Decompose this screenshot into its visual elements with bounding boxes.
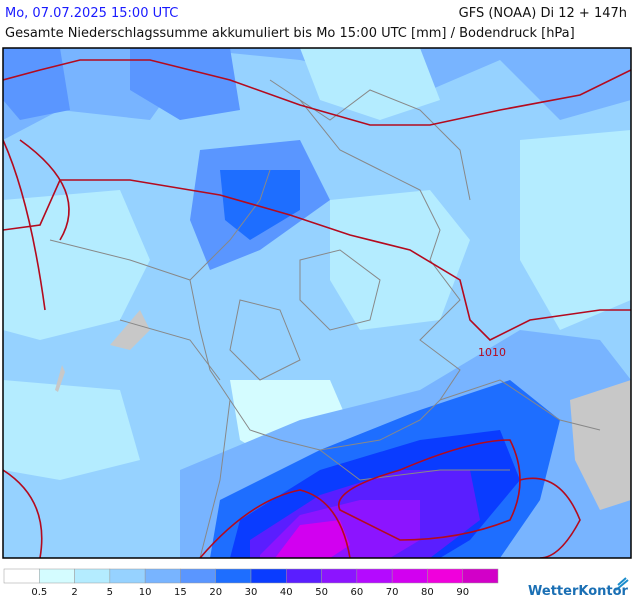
- legend-swatch: [144, 568, 181, 584]
- legend-swatch: [109, 568, 146, 584]
- legend-swatch: [39, 568, 75, 584]
- legend: 0.5 2 5 10 15 20 30 40 50 60 70 80 90: [3, 568, 499, 598]
- legend-label: 2: [71, 587, 77, 598]
- legend-swatch: [286, 568, 322, 584]
- precip-field: [3, 48, 631, 558]
- legend-label: 15: [174, 587, 187, 598]
- legend-swatch: [180, 568, 216, 584]
- legend-label: 10: [139, 587, 152, 598]
- legend-swatch: [391, 568, 428, 584]
- brand-logo: [615, 577, 629, 591]
- legend-swatch: [250, 568, 287, 584]
- legend-swatch: [462, 568, 499, 584]
- legend-label: 90: [456, 587, 469, 598]
- legend-label: 5: [107, 587, 113, 598]
- borders: [49, 79, 601, 558]
- legend-label: 0.5: [31, 587, 47, 598]
- brand: WetterKontor: [528, 584, 629, 599]
- model-label: GFS (NOAA) Di 12 + 147h: [458, 6, 627, 21]
- legend-swatch: [215, 568, 252, 584]
- legend-label: 60: [350, 587, 363, 598]
- legend-label: 50: [315, 587, 328, 598]
- subtitle: Gesamte Niederschlagssumme akkumuliert b…: [5, 26, 575, 41]
- legend-label: 40: [280, 587, 293, 598]
- legend-swatch: [321, 568, 358, 584]
- date-label: Mo, 07.07.2025 15:00 UTC: [5, 6, 179, 21]
- legend-swatch: [3, 568, 40, 584]
- legend-label: 30: [245, 587, 258, 598]
- legend-swatch: [74, 568, 111, 584]
- legend-label: 20: [209, 587, 222, 598]
- isobar-label: 1010: [478, 346, 506, 359]
- isobars: [3, 59, 631, 558]
- legend-label: 70: [386, 587, 399, 598]
- legend-swatch: [356, 568, 393, 584]
- legend-label: 80: [421, 587, 434, 598]
- legend-swatch: [427, 568, 463, 584]
